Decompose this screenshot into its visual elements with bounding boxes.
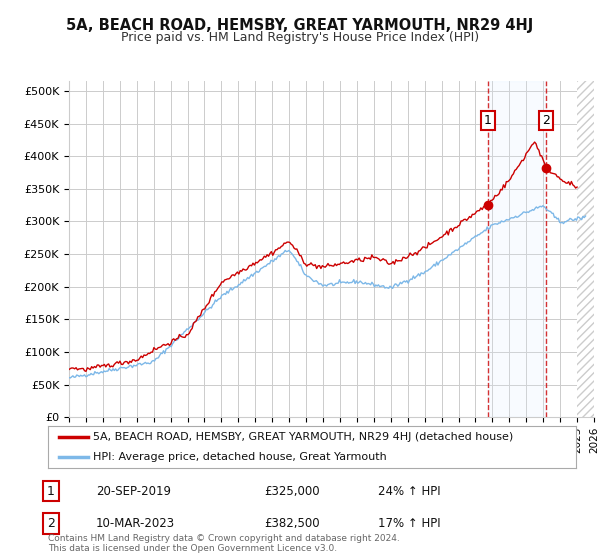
Text: 5A, BEACH ROAD, HEMSBY, GREAT YARMOUTH, NR29 4HJ: 5A, BEACH ROAD, HEMSBY, GREAT YARMOUTH, … (67, 18, 533, 33)
Text: Contains HM Land Registry data © Crown copyright and database right 2024.
This d: Contains HM Land Registry data © Crown c… (48, 534, 400, 553)
Text: 17% ↑ HPI: 17% ↑ HPI (378, 517, 440, 530)
Text: 1: 1 (484, 114, 491, 127)
Text: 24% ↑ HPI: 24% ↑ HPI (378, 484, 440, 498)
Text: HPI: Average price, detached house, Great Yarmouth: HPI: Average price, detached house, Grea… (93, 452, 386, 462)
Text: £325,000: £325,000 (264, 484, 320, 498)
Text: 5A, BEACH ROAD, HEMSBY, GREAT YARMOUTH, NR29 4HJ (detached house): 5A, BEACH ROAD, HEMSBY, GREAT YARMOUTH, … (93, 432, 513, 442)
Text: 1: 1 (47, 484, 55, 498)
Text: 2: 2 (542, 114, 550, 127)
Text: 20-SEP-2019: 20-SEP-2019 (96, 484, 171, 498)
Text: Price paid vs. HM Land Registry's House Price Index (HPI): Price paid vs. HM Land Registry's House … (121, 31, 479, 44)
Text: 10-MAR-2023: 10-MAR-2023 (96, 517, 175, 530)
Text: £382,500: £382,500 (264, 517, 320, 530)
Text: 2: 2 (47, 517, 55, 530)
Bar (577, 81, 600, 417)
Bar (488, 81, 547, 417)
